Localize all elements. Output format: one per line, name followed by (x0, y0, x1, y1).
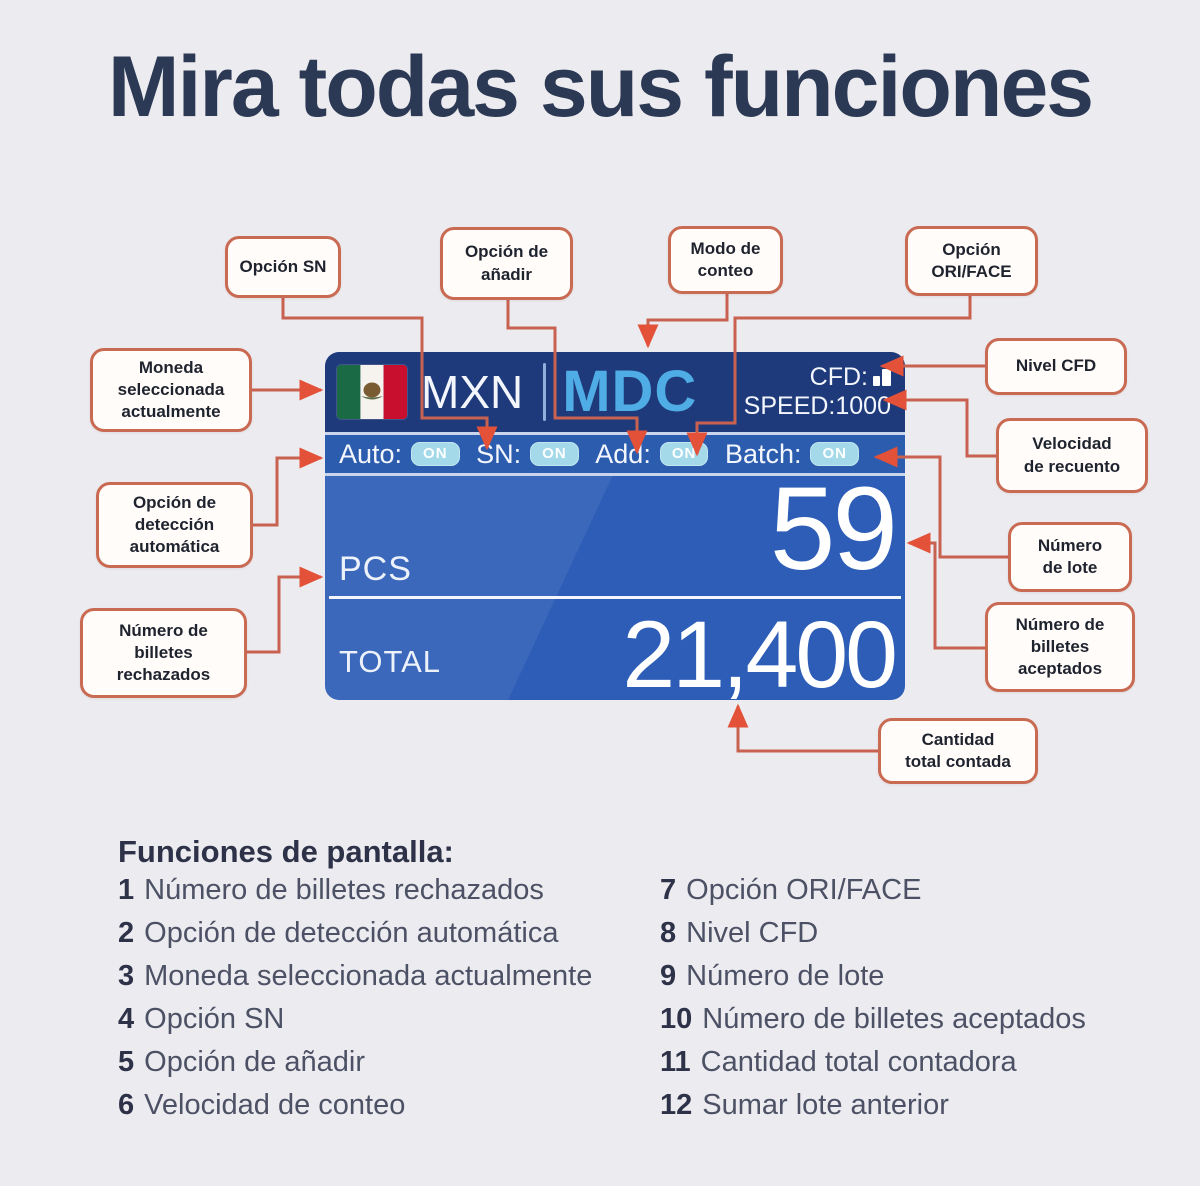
callout-modo-conteo: Modo de conteo (668, 226, 783, 294)
display-header: MXN MDC CFD: SPEED:1000 (325, 352, 905, 432)
toggle-add-label: Add: (595, 438, 651, 469)
bill-counter-display: MXN MDC CFD: SPEED:1000 Auto: ON SN: ON (325, 352, 905, 700)
toggle-batch-state: ON (810, 442, 859, 466)
mexico-flag-icon (337, 365, 407, 419)
callout-numero-lote: Número de lote (1008, 522, 1132, 592)
page-title: Mira todas sus funciones (107, 39, 1094, 135)
speed-label: SPEED: (743, 392, 836, 420)
function-item-10-number: 10 (660, 1003, 693, 1035)
toggle-auto-state: ON (411, 442, 460, 466)
callout-opcion-anadir: Opción de añadir (440, 227, 573, 300)
toggle-auto: Auto: ON (339, 439, 460, 470)
function-item-4-text: Opción SN (144, 1003, 285, 1035)
function-item-12-text: Sumar lote anterior (702, 1089, 949, 1121)
function-item-11: 11 Cantidad total contadora (660, 1041, 1180, 1084)
callout-billetes-rechazados: Número de billetes rechazados (80, 608, 247, 698)
function-item-3-number: 3 (118, 960, 135, 992)
total-value: 21,400 (622, 602, 898, 700)
function-item-8: 8 Nivel CFD (660, 912, 1180, 955)
callout-opcion-ori-face: Opción ORI/FACE (905, 226, 1038, 296)
callout-opcion-sn: Opción SN (225, 236, 341, 298)
function-item-9-text: Número de lote (686, 960, 885, 992)
function-item-1-text: Número de billetes rechazados (144, 874, 544, 906)
function-item-4-number: 4 (118, 1003, 135, 1035)
pcs-value: 59 (769, 476, 898, 595)
cfd-label: CFD: (809, 363, 868, 391)
function-item-10-text: Número de billetes aceptados (702, 1003, 1086, 1035)
function-item-7: 7 Opción ORI/FACE (660, 869, 1180, 912)
toggle-sn-label: SN: (476, 438, 522, 469)
function-item-10: 10 Número de billetes aceptados (660, 998, 1180, 1041)
toggle-auto-label: Auto: (339, 438, 403, 469)
function-item-2: 2 Opción de detección automática (118, 912, 663, 955)
callout-velocidad-recuento: Velocidad de recuento (996, 418, 1148, 493)
callout-moneda-seleccionada: Moneda seleccionada actualmente (90, 348, 252, 432)
function-item-2-text: Opción de detección automática (144, 917, 559, 949)
count-divider (329, 596, 901, 599)
function-item-1: 1 Número de billetes rechazados (118, 869, 663, 912)
header-divider (543, 363, 547, 421)
function-item-2-number: 2 (118, 917, 135, 949)
function-item-6-text: Velocidad de conteo (144, 1089, 406, 1121)
function-item-5: 5 Opción de añadir (118, 1041, 663, 1084)
cfd-level-bars-icon (873, 369, 891, 386)
callout-cantidad-total: Cantidad total contada (878, 718, 1038, 784)
function-item-6-number: 6 (118, 1089, 135, 1121)
connector-cantidad-total (727, 703, 878, 753)
total-label: TOTAL (339, 644, 442, 679)
connector-aceptados (906, 532, 985, 650)
toggle-sn-state: ON (530, 442, 579, 466)
function-item-11-number: 11 (660, 1046, 691, 1078)
callout-deteccion-automatica: Opción de detección automática (96, 482, 253, 568)
display-toggle-row: Auto: ON SN: ON Add: ON Batch: ON (325, 432, 905, 476)
function-item-1-number: 1 (118, 874, 135, 906)
functions-list-right-column: 7 Opción ORI/FACE 8 Nivel CFD 9 Número d… (660, 869, 1180, 1127)
toggle-add-state: ON (659, 442, 709, 466)
function-item-5-number: 5 (118, 1046, 135, 1078)
function-item-8-text: Nivel CFD (686, 917, 819, 949)
count-mode: MDC (562, 359, 698, 424)
functions-list-left-column: 1 Número de billetes rechazados 2 Opción… (118, 869, 663, 1127)
speed-value: 1000 (835, 392, 891, 420)
toggle-batch: Batch: ON (725, 439, 859, 470)
toggle-sn: SN: ON (476, 439, 579, 470)
connector-modo-conteo (637, 294, 729, 349)
function-item-3: 3 Moneda seleccionada actualmente (118, 955, 663, 998)
pcs-label: PCS (339, 550, 412, 588)
functions-list-heading: Funciones de pantalla: (118, 834, 454, 869)
function-item-6: 6 Velocidad de conteo (118, 1084, 663, 1127)
display-count-area: PCS 59 TOTAL 21,400 (325, 476, 905, 700)
callout-nivel-cfd: Nivel CFD (985, 338, 1127, 395)
toggle-add: Add: ON (595, 438, 709, 470)
function-item-9-number: 9 (660, 960, 677, 992)
function-item-8-number: 8 (660, 917, 677, 949)
function-item-7-number: 7 (660, 874, 677, 906)
function-item-3-text: Moneda seleccionada actualmente (144, 960, 593, 992)
function-item-5-text: Opción de añadir (144, 1046, 366, 1078)
function-item-4: 4 Opción SN (118, 998, 663, 1041)
toggle-batch-label: Batch: (724, 438, 802, 469)
callout-billetes-aceptados: Número de billetes aceptados (985, 602, 1135, 692)
function-item-12-number: 12 (660, 1089, 693, 1121)
selected-currency: MXN (421, 366, 524, 418)
function-item-11-text: Cantidad total contadora (700, 1046, 1017, 1078)
connector-deteccion (253, 447, 324, 527)
function-item-12: 12 Sumar lote anterior (660, 1084, 1180, 1127)
function-item-9: 9 Número de lote (660, 955, 1180, 998)
cfd-speed-block: CFD: SPEED:1000 (744, 363, 891, 421)
connector-rechazados (247, 566, 324, 654)
function-item-7-text: Opción ORI/FACE (686, 874, 922, 906)
